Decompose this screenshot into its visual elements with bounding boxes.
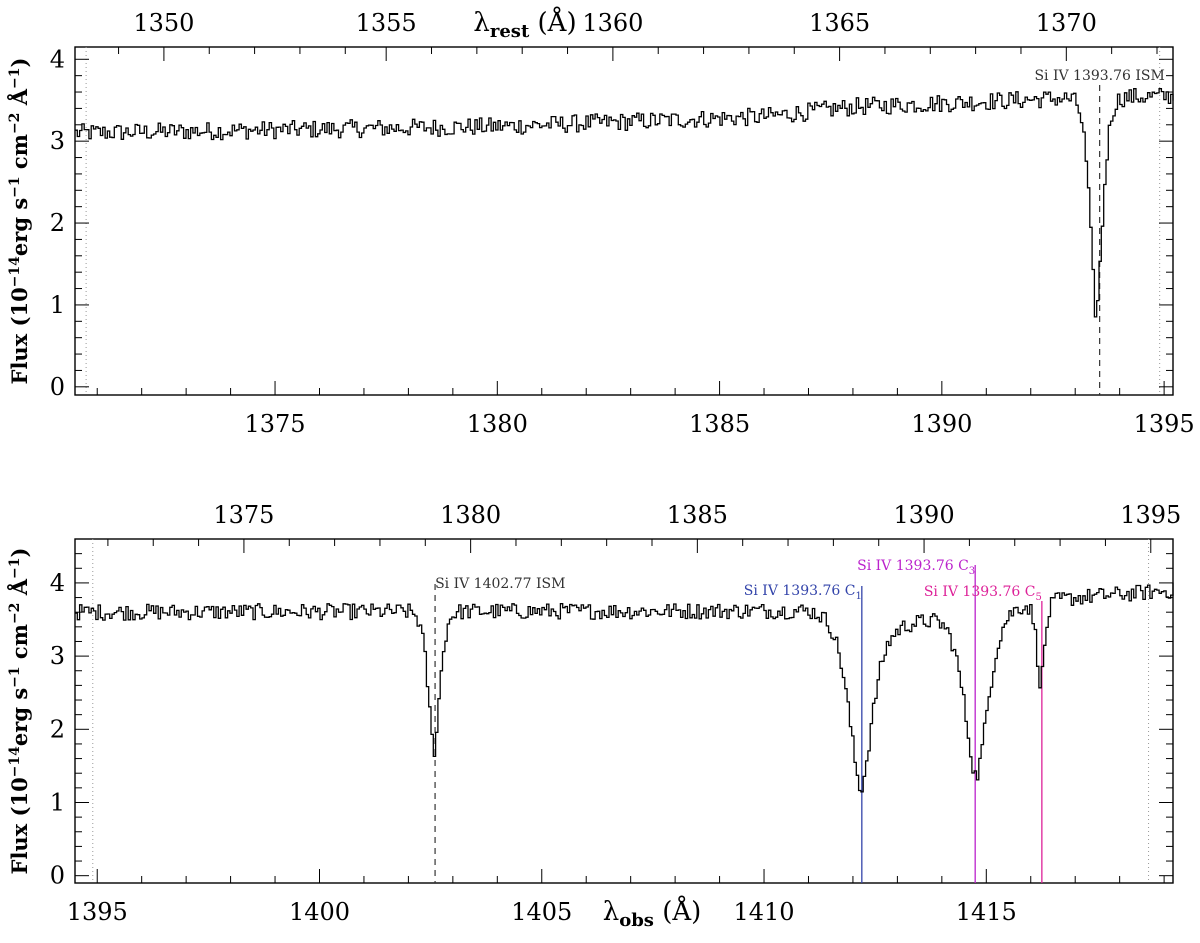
top-tick-label: 1360 — [582, 9, 643, 37]
annotation-label: Si IV 1393.76 C5 — [924, 584, 1042, 603]
spectrum-series — [75, 582, 1174, 793]
annotation-label: Si IV 1402.77 ISM — [435, 576, 565, 592]
plot-frame — [74, 46, 1174, 396]
annotation-label: Si IV 1393.76 C3 — [857, 558, 975, 577]
x-tick-label: 1395 — [67, 898, 128, 926]
y-tick-label: 4 — [50, 45, 65, 73]
x-axis-title: λobs (Å) — [603, 895, 702, 931]
y-tick-label: 3 — [50, 642, 65, 670]
y-axis-label: Flux (10−14erg s−1 cm−2 Å−1) — [7, 548, 32, 875]
y-tick-label: 0 — [50, 862, 65, 890]
x-tick-label: 1400 — [289, 898, 350, 926]
panel-bottom: 1395 1400 1405 1410 1415 1375 1380 1385 1390 1395… — [7, 501, 1181, 931]
x-tick-label: 1375 — [245, 410, 306, 438]
x-tick-label: 1410 — [733, 898, 794, 926]
x-tick-label: 1395 — [1134, 410, 1195, 438]
y-tick-label: 2 — [50, 209, 65, 237]
top-tick-label: 1385 — [667, 501, 728, 529]
x-tick-label: 1415 — [956, 898, 1017, 926]
y-tick-label: 4 — [50, 569, 65, 597]
x-tick-label: 1380 — [467, 410, 528, 438]
x-tick-label: 1385 — [689, 410, 750, 438]
plot-frame — [74, 538, 1174, 884]
x-tick-label: 1405 — [511, 898, 572, 926]
top-axis-title: λrest (Å) — [473, 6, 576, 42]
top-tick-label: 1375 — [213, 501, 274, 529]
annotation-label: Si IV 1393.76 ISM — [1034, 68, 1164, 84]
y-tick-label: 2 — [50, 715, 65, 743]
y-tick-label: 1 — [50, 291, 65, 319]
x-tick-label: 1390 — [911, 410, 972, 438]
panel-top: 1375 1380 1385 1390 1395 1350 1355 1360 1365 1370… — [7, 6, 1195, 438]
top-tick-label: 1380 — [440, 501, 501, 529]
y-tick-label: 0 — [50, 373, 65, 401]
y-tick-label: 1 — [50, 788, 65, 816]
top-tick-label: 1370 — [1036, 9, 1097, 37]
y-tick-label: 3 — [50, 127, 65, 155]
top-tick-label: 1390 — [894, 501, 955, 529]
annotation-label: Si IV 1393.76 C1 — [744, 583, 862, 602]
top-tick-label: 1395 — [1120, 501, 1181, 529]
top-tick-label: 1365 — [809, 9, 870, 37]
y-axis-label: Flux (10−14erg s−1 cm−2 Å−1) — [7, 58, 32, 385]
spectrum-series — [75, 88, 1174, 318]
top-tick-label: 1355 — [356, 9, 417, 37]
top-tick-label: 1350 — [133, 9, 194, 37]
